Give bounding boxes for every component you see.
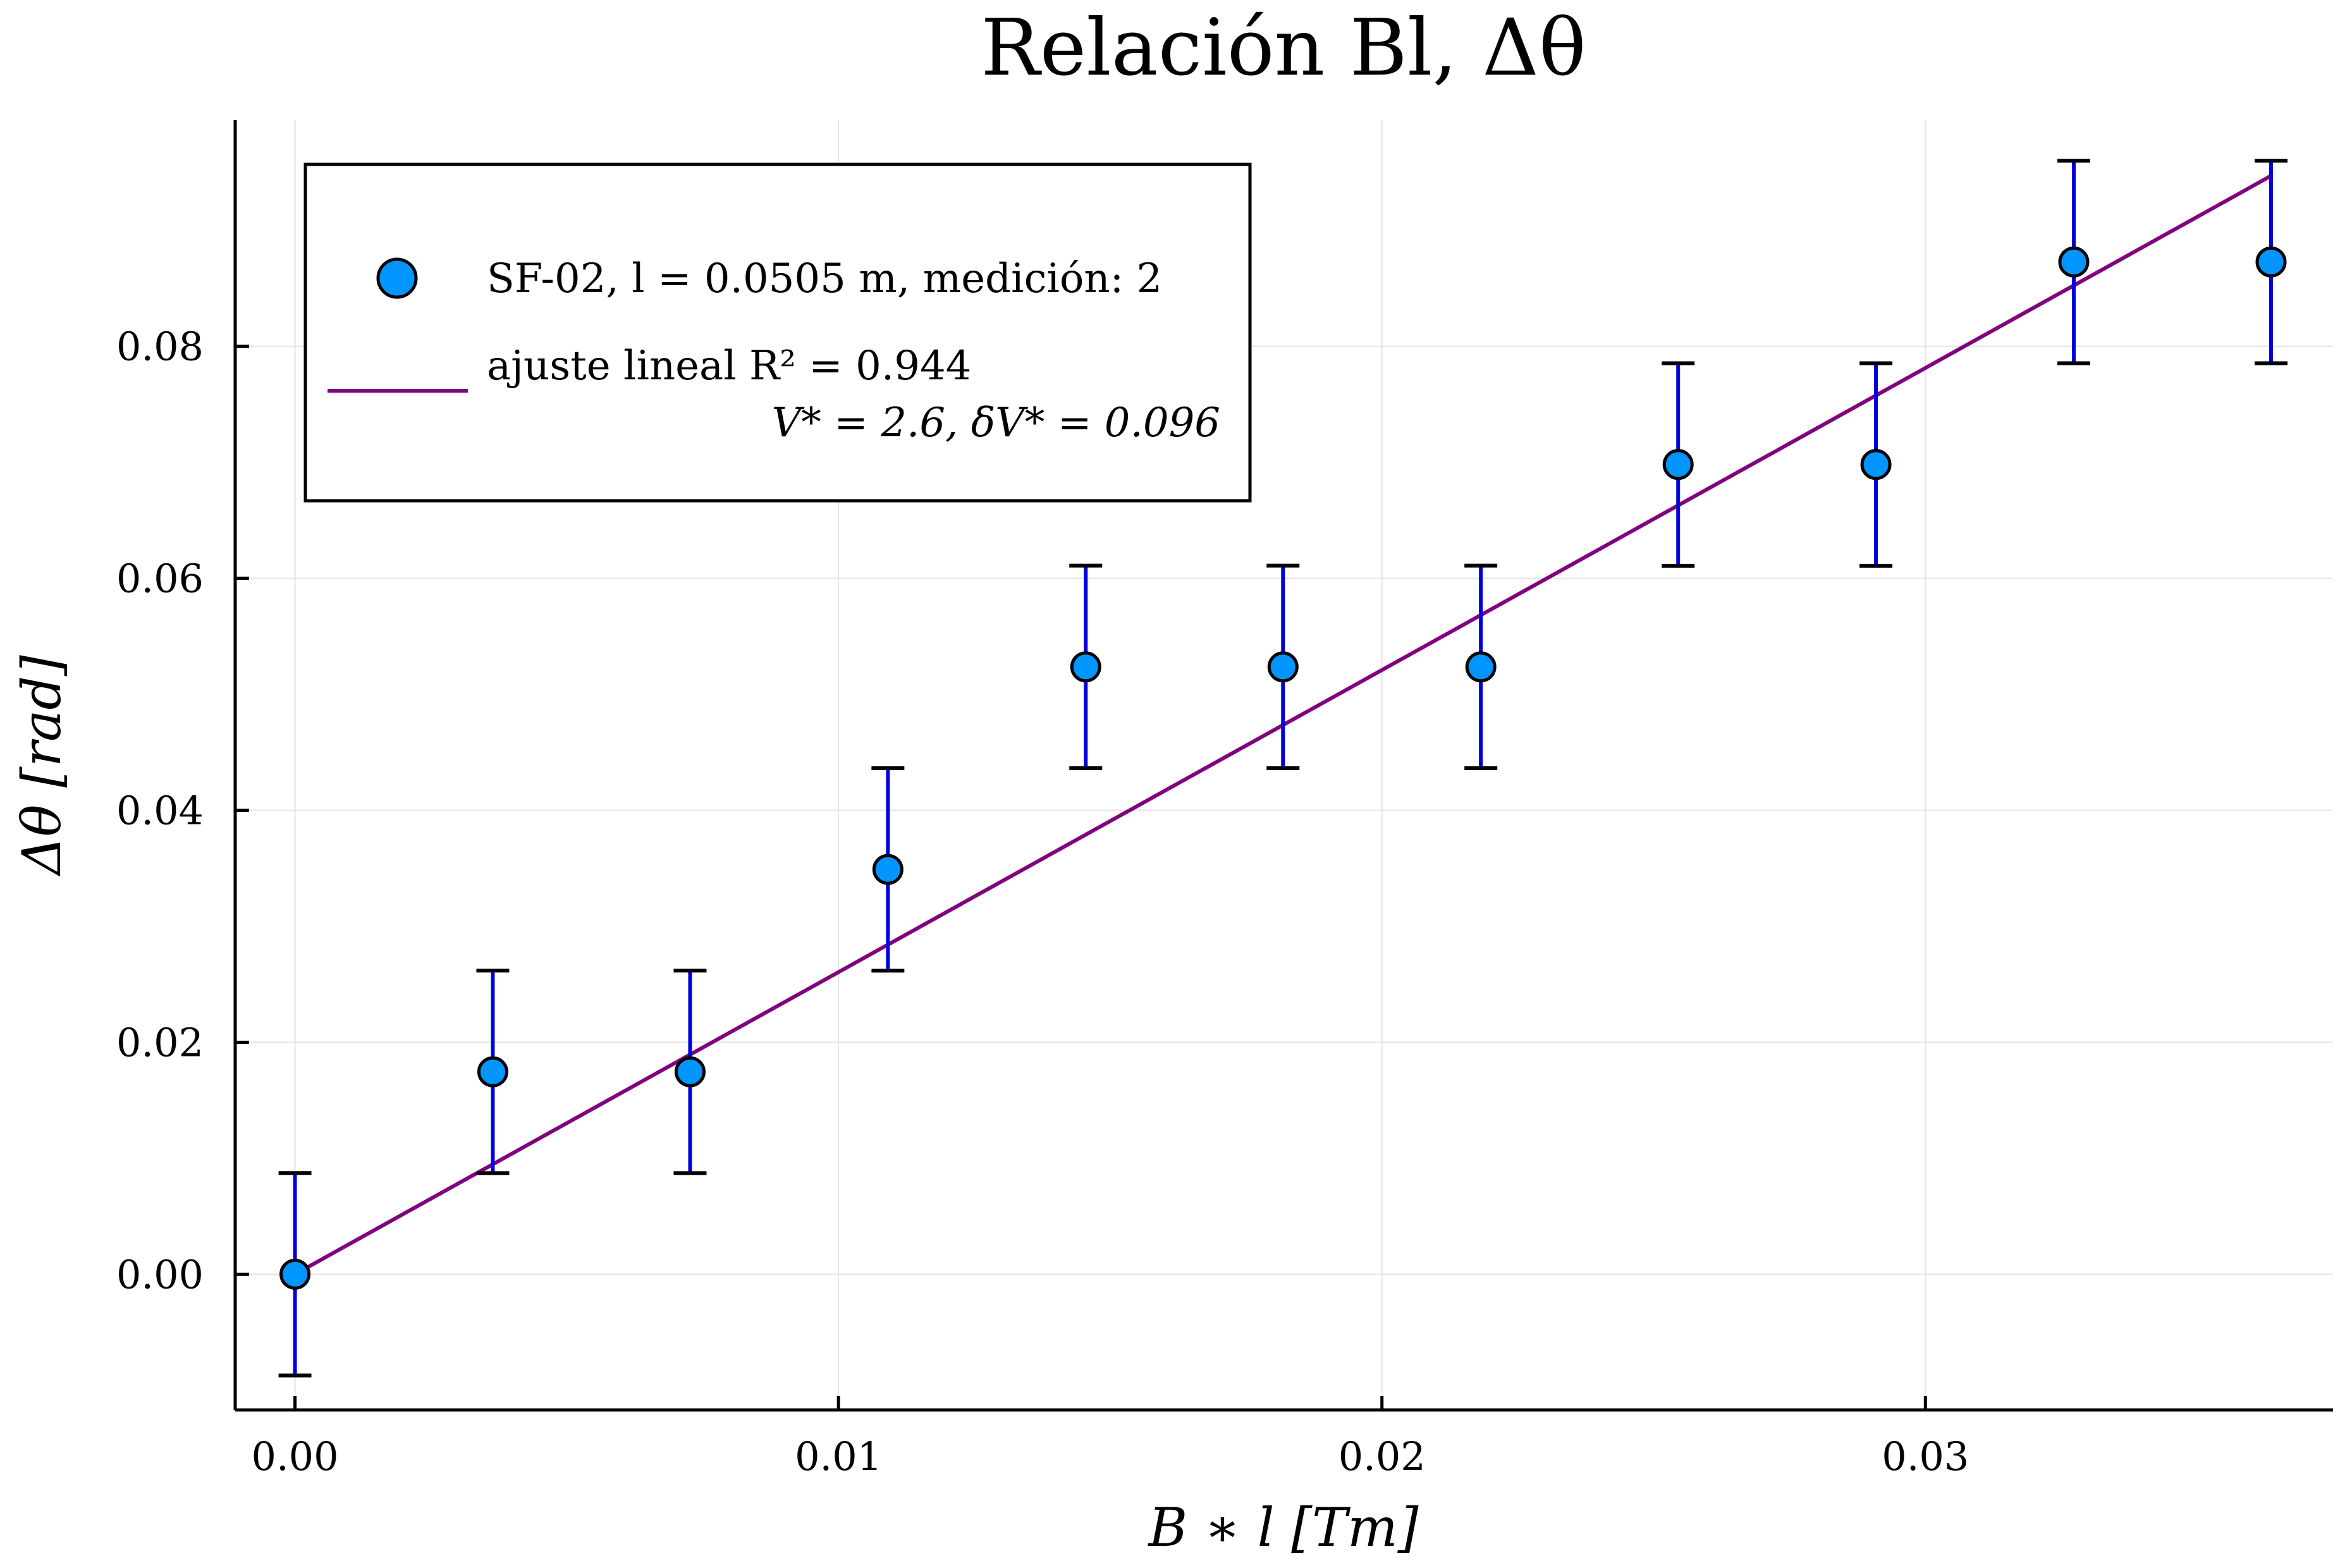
data-point	[279, 1258, 311, 1290]
data-point	[872, 854, 903, 885]
x-axis-label: B ∗ l [Tm]	[1147, 1497, 1418, 1559]
data-point	[1860, 449, 1892, 481]
legend-label-fit: ajuste lineal R² = 0.944	[487, 343, 971, 389]
axes	[233, 120, 2333, 1412]
data-point	[1267, 651, 1299, 683]
x-tick-label: 0.02	[1338, 1433, 1426, 1479]
legend-marker-measurement	[376, 257, 418, 299]
chart-title: Relación Bl, Δθ	[981, 3, 1586, 94]
legend: SF-02, l = 0.0505 m, medición: 2 ajuste …	[303, 162, 1252, 503]
data-point	[674, 1056, 706, 1087]
legend-label-measurement: SF-02, l = 0.0505 m, medición: 2	[487, 255, 1162, 302]
data-point	[477, 1056, 508, 1087]
y-tick-label: 0.06	[116, 556, 204, 602]
y-tick-label: 0.02	[116, 1019, 204, 1065]
data-point	[1465, 651, 1497, 683]
x-tick-label: 0.00	[252, 1433, 339, 1479]
y-tick-label: 0.08	[116, 324, 204, 370]
data-point	[1662, 449, 1694, 481]
data-point	[2255, 246, 2287, 278]
data-point	[1070, 651, 1101, 683]
y-tick-label: 0.00	[116, 1251, 204, 1297]
legend-label-fit-params: V* = 2.6, δV* = 0.096	[772, 400, 1220, 446]
y-axis-label: Δθ [rad]	[11, 655, 73, 877]
x-tick-label: 0.01	[795, 1433, 882, 1479]
x-tick-label: 0.03	[1882, 1433, 1969, 1479]
points-layer	[279, 246, 2287, 1290]
y-tick-label: 0.04	[116, 788, 204, 834]
legend-box	[303, 162, 1252, 503]
tick-marks: 0.00 0.01 0.02 0.03 0.00 0.02 0.04 0.06 0.08	[116, 324, 1969, 1479]
data-point	[2058, 246, 2090, 278]
